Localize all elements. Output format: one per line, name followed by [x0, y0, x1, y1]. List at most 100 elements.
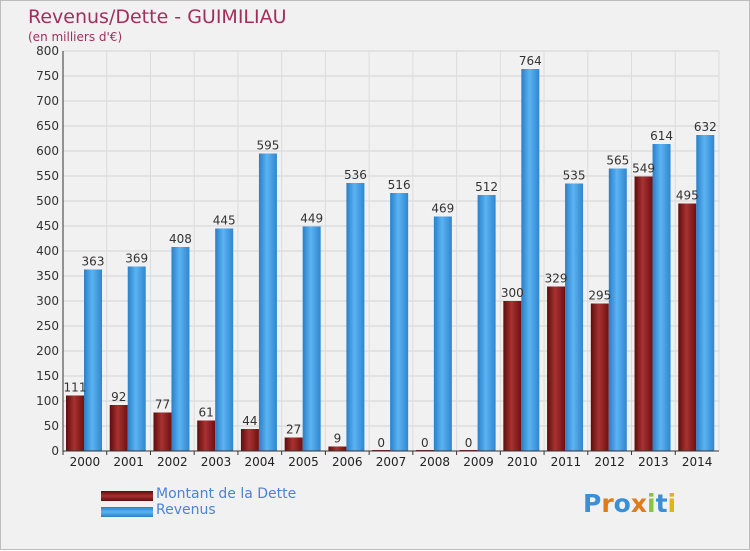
- bar-revenus-2010: [521, 69, 540, 451]
- data-label-dette-2013: 549: [632, 162, 655, 176]
- bar-dette-2010: [503, 301, 522, 451]
- bar-dette-2012: [590, 303, 609, 451]
- data-label-revenus-2014: 632: [694, 120, 717, 134]
- logo-letter: P: [583, 489, 602, 518]
- bar-revenus-2013: [652, 144, 671, 451]
- y-tick-label-200: 200: [36, 344, 59, 358]
- data-label-revenus-2011: 535: [563, 169, 586, 183]
- data-label-revenus-2008: 469: [431, 202, 454, 216]
- y-tick-label-350: 350: [36, 269, 59, 283]
- data-label-revenus-2000: 363: [82, 255, 105, 269]
- x-tick-label-2013: 2013: [638, 455, 669, 469]
- bar-dette-2001: [109, 405, 128, 451]
- data-label-revenus-2002: 408: [169, 232, 192, 246]
- y-tick-label-50: 50: [44, 419, 59, 433]
- bar-dette-2013: [634, 176, 653, 451]
- bar-revenus-2002: [171, 247, 190, 451]
- bar-revenus-2003: [215, 228, 234, 451]
- data-label-revenus-2009: 512: [475, 180, 498, 194]
- logo-letter: o: [613, 489, 631, 518]
- y-tick-label-600: 600: [36, 144, 59, 158]
- x-tick-label-2005: 2005: [288, 455, 319, 469]
- data-label-revenus-2013: 614: [650, 129, 673, 143]
- axes: 0 50 100 150 200 250 300 350 400 450 500 550 600 650 7…: [36, 44, 719, 469]
- y-tick-label-100: 100: [36, 394, 59, 408]
- data-label-dette-2004: 44: [242, 414, 257, 428]
- bar-revenus-2001: [127, 266, 146, 451]
- logo-letter: i: [647, 489, 656, 518]
- bar-revenus-2006: [346, 183, 365, 451]
- logo-letter: t: [655, 489, 668, 518]
- x-tick-label-2004: 2004: [245, 455, 276, 469]
- logo-letter: r: [601, 489, 614, 518]
- bar-revenus-2007: [390, 193, 409, 451]
- bar-dette-2014: [678, 203, 697, 451]
- proxiti-logo: Proxiti: [583, 489, 676, 518]
- x-tick-label-2011: 2011: [551, 455, 582, 469]
- x-tick-label-2001: 2001: [113, 455, 144, 469]
- data-label-dette-2012: 295: [588, 289, 611, 303]
- bar-revenus-2000: [84, 269, 102, 451]
- logo-letter: x: [630, 489, 647, 518]
- bar-revenus-2014: [696, 135, 715, 451]
- bar-dette-2005: [284, 437, 303, 451]
- y-tick-label-800: 800: [36, 44, 59, 58]
- data-label-dette-2000: 111: [64, 381, 87, 395]
- bars: [66, 69, 715, 451]
- data-label-revenus-2007: 516: [388, 178, 411, 192]
- data-label-dette-2006: 9: [334, 432, 342, 446]
- y-tick-label-300: 300: [36, 294, 59, 308]
- data-label-revenus-2010: 764: [519, 54, 542, 68]
- x-tick-label-2014: 2014: [682, 455, 713, 469]
- legend-label-revenus: Revenus: [156, 502, 216, 518]
- data-label-dette-2009: 0: [465, 436, 473, 450]
- legend-swatch-debt: [101, 491, 153, 501]
- bar-revenus-2008: [433, 216, 452, 451]
- data-label-revenus-2005: 449: [300, 212, 323, 226]
- bar-revenus-2012: [608, 168, 627, 451]
- bar-dette-2002: [153, 412, 172, 451]
- x-tick-label-2003: 2003: [201, 455, 232, 469]
- data-label-dette-2008: 0: [421, 436, 429, 450]
- x-tick-label-2008: 2008: [419, 455, 450, 469]
- bar-dette-2011: [547, 286, 566, 451]
- logo-letter: i: [667, 489, 677, 518]
- y-tick-label-700: 700: [36, 94, 59, 108]
- x-tick-label-2000: 2000: [70, 455, 101, 469]
- data-label-dette-2011: 329: [545, 272, 568, 286]
- y-tick-label-550: 550: [36, 169, 59, 183]
- y-tick-label-150: 150: [36, 369, 59, 383]
- data-label-revenus-2006: 536: [344, 168, 367, 182]
- bar-dette-2000: [66, 395, 84, 451]
- data-label-revenus-2004: 595: [256, 139, 279, 153]
- bar-dette-2004: [240, 429, 259, 451]
- data-label-dette-2014: 495: [676, 189, 699, 203]
- data-labels: 111 363 92 369 77 408 61 445 44 595 27 449 9 536 0 516 0…: [64, 54, 717, 450]
- data-label-dette-2002: 77: [155, 398, 170, 412]
- chart-subtitle: (en milliers d'€): [28, 30, 123, 44]
- y-tick-label-250: 250: [36, 319, 59, 333]
- bar-dette-2003: [197, 420, 216, 451]
- x-tick-label-2012: 2012: [594, 455, 625, 469]
- x-tick-label-2006: 2006: [332, 455, 363, 469]
- data-label-dette-2001: 92: [111, 390, 126, 404]
- data-label-dette-2003: 61: [199, 406, 214, 420]
- chart-title: Revenus/Dette - GUIMILIAU: [28, 6, 287, 28]
- bar-revenus-2011: [565, 183, 584, 451]
- y-tick-label-0: 0: [51, 444, 59, 458]
- data-label-dette-2010: 300: [501, 286, 524, 300]
- x-tick-label-2010: 2010: [507, 455, 538, 469]
- bar-dette-2006: [328, 446, 347, 451]
- data-label-dette-2005: 27: [286, 423, 301, 437]
- y-tick-label-650: 650: [36, 119, 59, 133]
- x-tick-label-2002: 2002: [157, 455, 188, 469]
- y-tick-label-450: 450: [36, 219, 59, 233]
- legend-label-debt: Montant de la Dette: [156, 486, 297, 502]
- data-label-revenus-2012: 565: [606, 154, 629, 168]
- legend-swatch-revenus: [101, 507, 153, 517]
- y-tick-label-750: 750: [36, 69, 59, 83]
- data-label-revenus-2003: 445: [213, 214, 236, 228]
- bar-revenus-2004: [258, 153, 277, 451]
